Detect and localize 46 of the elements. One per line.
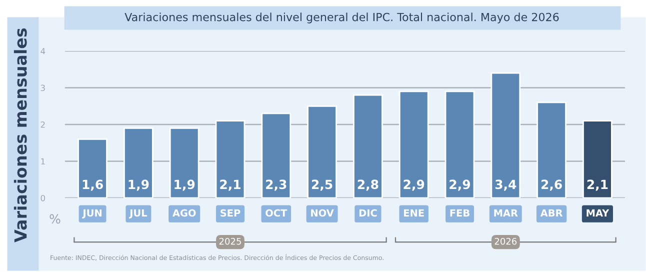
bar xyxy=(307,105,337,198)
x-tick-label: JUL xyxy=(129,209,148,218)
data-label: 2,3 xyxy=(266,180,286,191)
data-label: 2,9 xyxy=(404,180,424,191)
x-tick-label: OCT xyxy=(266,209,288,217)
data-label: 1,9 xyxy=(174,180,195,191)
bar xyxy=(124,127,154,198)
data-label: 2,5 xyxy=(312,180,332,191)
x-tick-label: FEB xyxy=(450,209,470,216)
y-tick-label: 1 xyxy=(41,158,45,164)
text: 2026 xyxy=(494,238,517,245)
y-tick-label: 0 xyxy=(40,194,45,202)
bar xyxy=(261,112,292,198)
data-label: 1,9 xyxy=(128,180,149,191)
y-tick-label: 4 xyxy=(40,48,46,54)
x-tick-label: MAY xyxy=(586,209,610,216)
chart-title: Variaciones mensuales del nivel general del IPC. Total nacional. Mayo de 2026 xyxy=(124,12,559,24)
bar xyxy=(353,94,383,198)
x-tick-label: ENE xyxy=(404,209,424,216)
x-tick-label: NOV xyxy=(311,209,334,217)
y-tick-label: 3 xyxy=(40,84,45,92)
data-label: 3,4 xyxy=(495,180,516,191)
x-tick-label: JUN xyxy=(82,209,102,218)
x-tick-label: AGO xyxy=(172,209,196,217)
text: 2025 xyxy=(219,238,241,245)
bar xyxy=(582,120,612,198)
y-axis-title: Variaciones mensuales xyxy=(14,28,27,242)
data-label: 2,1 xyxy=(220,180,240,191)
bar xyxy=(444,90,475,198)
x-tick-label: DIC xyxy=(359,209,377,217)
y-tick-label: 2 xyxy=(40,121,45,128)
bar xyxy=(215,120,246,198)
data-label: 2,8 xyxy=(358,180,378,191)
x-tick-label: SEP xyxy=(220,209,240,217)
bar xyxy=(78,138,108,198)
data-label: 2,9 xyxy=(450,180,470,191)
data-label: 2,6 xyxy=(541,180,562,191)
bar xyxy=(169,127,200,198)
text: % xyxy=(50,214,60,224)
x-tick-label: MAR xyxy=(494,209,518,216)
data-label: 2,1 xyxy=(587,180,608,191)
data-label: 1,6 xyxy=(82,180,103,191)
bar xyxy=(536,102,566,198)
x-tick-label: ABR xyxy=(540,209,563,216)
bar xyxy=(398,90,429,198)
bar xyxy=(490,72,521,198)
